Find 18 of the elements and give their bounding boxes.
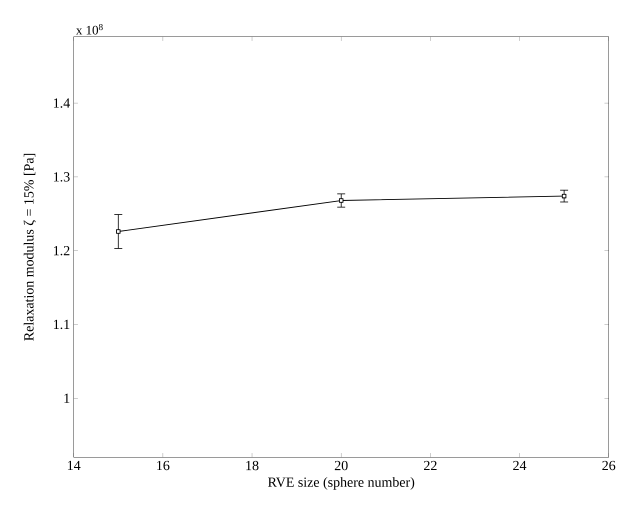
text: x 10$^{8}$: [76, 24, 103, 34]
x-tick-label: 22: [424, 460, 437, 470]
y-tick-label: 1: [64, 394, 70, 403]
x-tick-label: 18: [246, 460, 258, 470]
point: [116, 229, 121, 234]
x-tick-label: 24: [513, 460, 526, 470]
x-tick-label: 14: [68, 460, 80, 470]
x-tick-label: 16: [157, 460, 170, 470]
y-axis-title: Relaxation modulus ζ = 15% [Pa]: [24, 154, 36, 341]
y-tick-label: 1.4: [54, 98, 70, 108]
point: [562, 194, 566, 198]
y-tick-label: 1.3: [54, 172, 70, 182]
x-axis-title: RVE size (sphere number): [268, 477, 414, 490]
y-tick-label: 1.1: [54, 320, 70, 330]
point: [338, 198, 344, 203]
x-tick-label: 26: [602, 460, 616, 470]
y-tick-label: 1.2: [54, 246, 70, 256]
x-tick-label: 20: [334, 460, 348, 470]
